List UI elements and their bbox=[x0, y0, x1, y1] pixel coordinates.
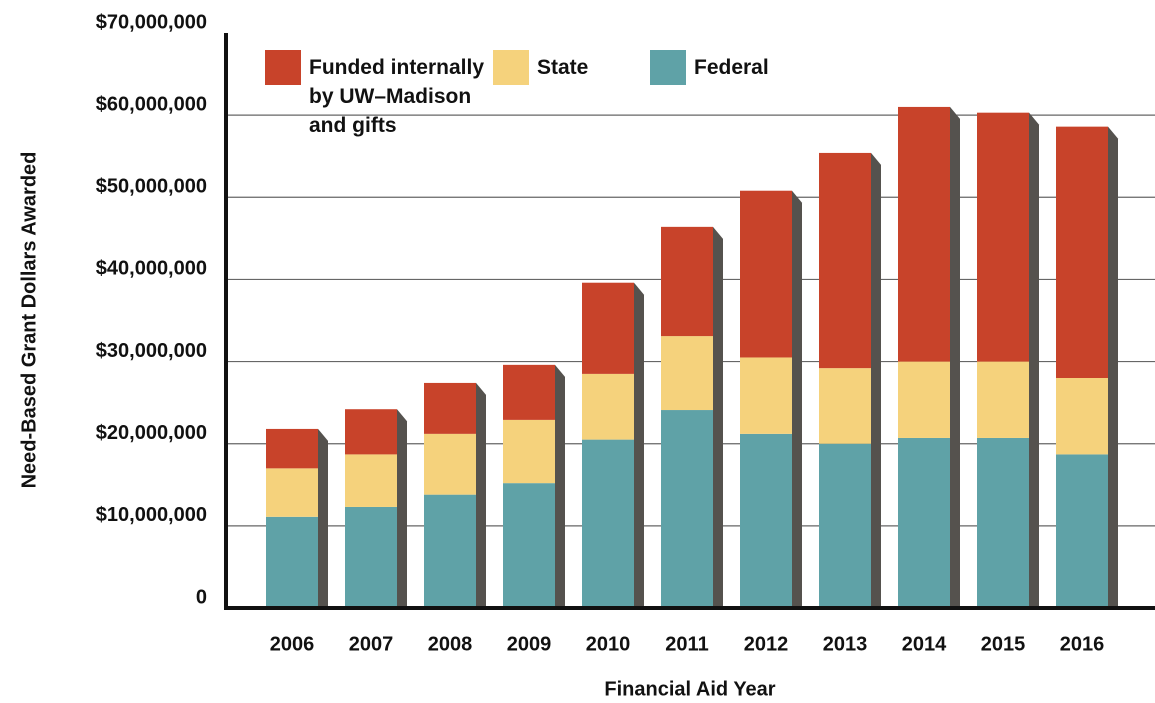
x-tick-label: 2014 bbox=[902, 633, 947, 655]
bar-shadow bbox=[397, 409, 407, 608]
bar-segment bbox=[740, 357, 792, 434]
bar-shadow bbox=[1029, 112, 1039, 608]
bar-shadow bbox=[476, 382, 486, 608]
x-tick-label: 2006 bbox=[270, 633, 315, 655]
bar-segment bbox=[582, 439, 634, 608]
x-axis-label: Financial Aid Year bbox=[604, 678, 775, 700]
y-tick-label: $50,000,000 bbox=[96, 176, 207, 198]
bar-segment bbox=[266, 428, 318, 469]
bar-segment bbox=[266, 468, 318, 517]
y-tick-label: $60,000,000 bbox=[96, 93, 207, 115]
bar-shadow bbox=[950, 106, 960, 608]
bar-segment bbox=[1056, 126, 1108, 379]
x-tick-label: 2010 bbox=[586, 633, 631, 655]
bar-segment bbox=[661, 336, 713, 411]
bar-shadow bbox=[318, 428, 328, 608]
bar-segment bbox=[819, 152, 871, 369]
bar-segment bbox=[898, 361, 950, 438]
bar-shadow bbox=[1108, 126, 1118, 609]
bar-segment bbox=[977, 361, 1029, 438]
bar-segment bbox=[424, 382, 476, 434]
legend-item: State bbox=[493, 50, 647, 85]
bar-segment bbox=[503, 364, 555, 420]
y-axis-label: Need-Based Grant Dollars Awarded bbox=[18, 152, 40, 489]
bar-segment bbox=[503, 419, 555, 484]
bar-segment bbox=[819, 443, 871, 608]
bar-segment bbox=[977, 112, 1029, 362]
x-tick-label: 2007 bbox=[349, 633, 394, 655]
bar-segment bbox=[582, 282, 634, 374]
x-tick-label: 2015 bbox=[981, 633, 1026, 655]
x-tick-label: 2012 bbox=[744, 633, 789, 655]
x-tick-label: 2009 bbox=[507, 633, 552, 655]
y-tick-label: $10,000,000 bbox=[96, 504, 207, 526]
legend-swatch bbox=[650, 50, 686, 85]
y-tick-label: $20,000,000 bbox=[96, 422, 207, 444]
bar-segment bbox=[424, 433, 476, 495]
x-tick-label: 2016 bbox=[1060, 633, 1105, 655]
x-tick-label: 2011 bbox=[665, 633, 708, 655]
bar-segment bbox=[1056, 454, 1108, 608]
legend-item: Federal bbox=[650, 50, 814, 85]
bar-segment bbox=[977, 437, 1029, 608]
bar-shadow bbox=[871, 152, 881, 608]
bar-segment bbox=[898, 437, 950, 608]
bar-segment bbox=[424, 494, 476, 608]
bar-segment bbox=[345, 454, 397, 507]
legend-label: State bbox=[537, 56, 589, 79]
x-tick-label: 2013 bbox=[823, 633, 868, 655]
bar-shadow bbox=[555, 364, 565, 608]
y-tick-label: $40,000,000 bbox=[96, 258, 207, 280]
y-tick-label: $70,000,000 bbox=[96, 11, 207, 33]
bar-segment bbox=[740, 190, 792, 358]
bar-shadow bbox=[792, 190, 802, 608]
legend-swatch bbox=[493, 50, 529, 85]
bar-segment bbox=[345, 506, 397, 608]
bar-segment bbox=[266, 516, 318, 608]
y-tick-label: 0 bbox=[196, 586, 207, 608]
legend-label: Federal bbox=[694, 56, 769, 79]
bar-shadow bbox=[713, 226, 723, 608]
bar-segment bbox=[661, 410, 713, 608]
bar-segment bbox=[740, 433, 792, 608]
bar-segment bbox=[661, 226, 713, 337]
legend-label: Funded internally by UW–Madison and gift… bbox=[309, 56, 485, 137]
x-tick-label: 2008 bbox=[428, 633, 473, 655]
bar-segment bbox=[582, 373, 634, 440]
bar-segment bbox=[819, 368, 871, 444]
legend-swatch bbox=[265, 50, 301, 85]
bar-segment bbox=[345, 409, 397, 455]
legend-item: Funded internally by UW–Madison and gift… bbox=[265, 50, 489, 140]
bar-segment bbox=[1056, 378, 1108, 455]
y-tick-label: $30,000,000 bbox=[96, 340, 207, 362]
bar-segment bbox=[898, 106, 950, 362]
bar-shadow bbox=[634, 282, 644, 608]
bar-segment bbox=[503, 483, 555, 608]
